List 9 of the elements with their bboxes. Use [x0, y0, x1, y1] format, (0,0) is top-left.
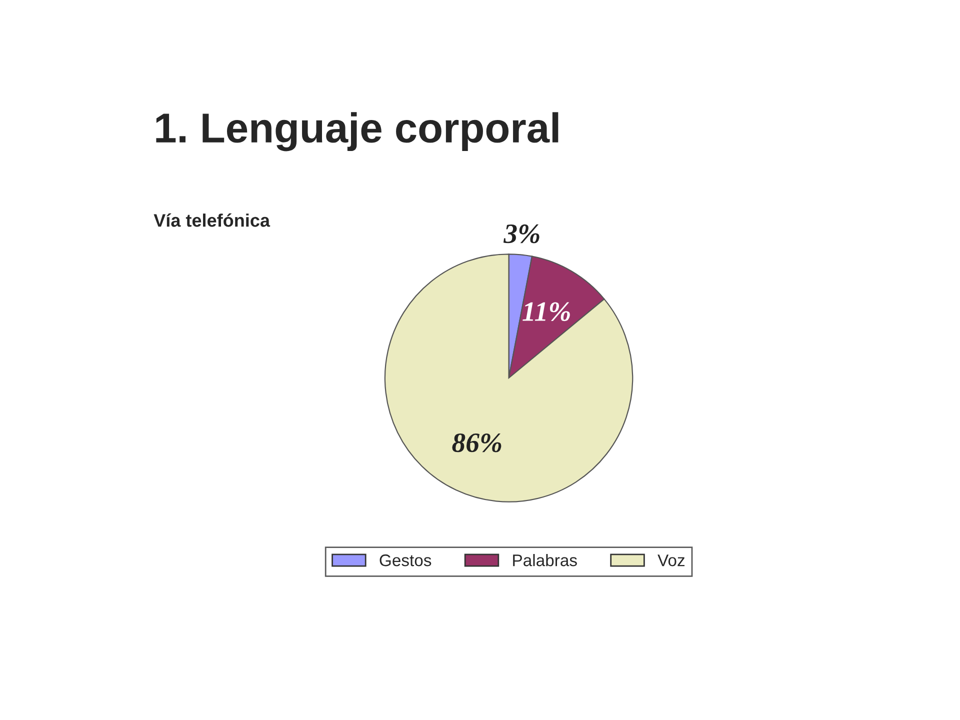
- legend-label: Gestos: [380, 554, 432, 566]
- data-label: 86%: [452, 433, 502, 452]
- data-label: 3%: [503, 224, 540, 244]
- legend-label: Palabras: [513, 554, 577, 566]
- chart-title: 1. Lenguaje corporal: [156, 112, 558, 152]
- data-label: 11%: [522, 302, 570, 322]
- legend-label: Voz: [658, 554, 684, 566]
- pie-slice: [384, 254, 634, 502]
- chart-subtitle: Vía telefónica: [154, 213, 270, 227]
